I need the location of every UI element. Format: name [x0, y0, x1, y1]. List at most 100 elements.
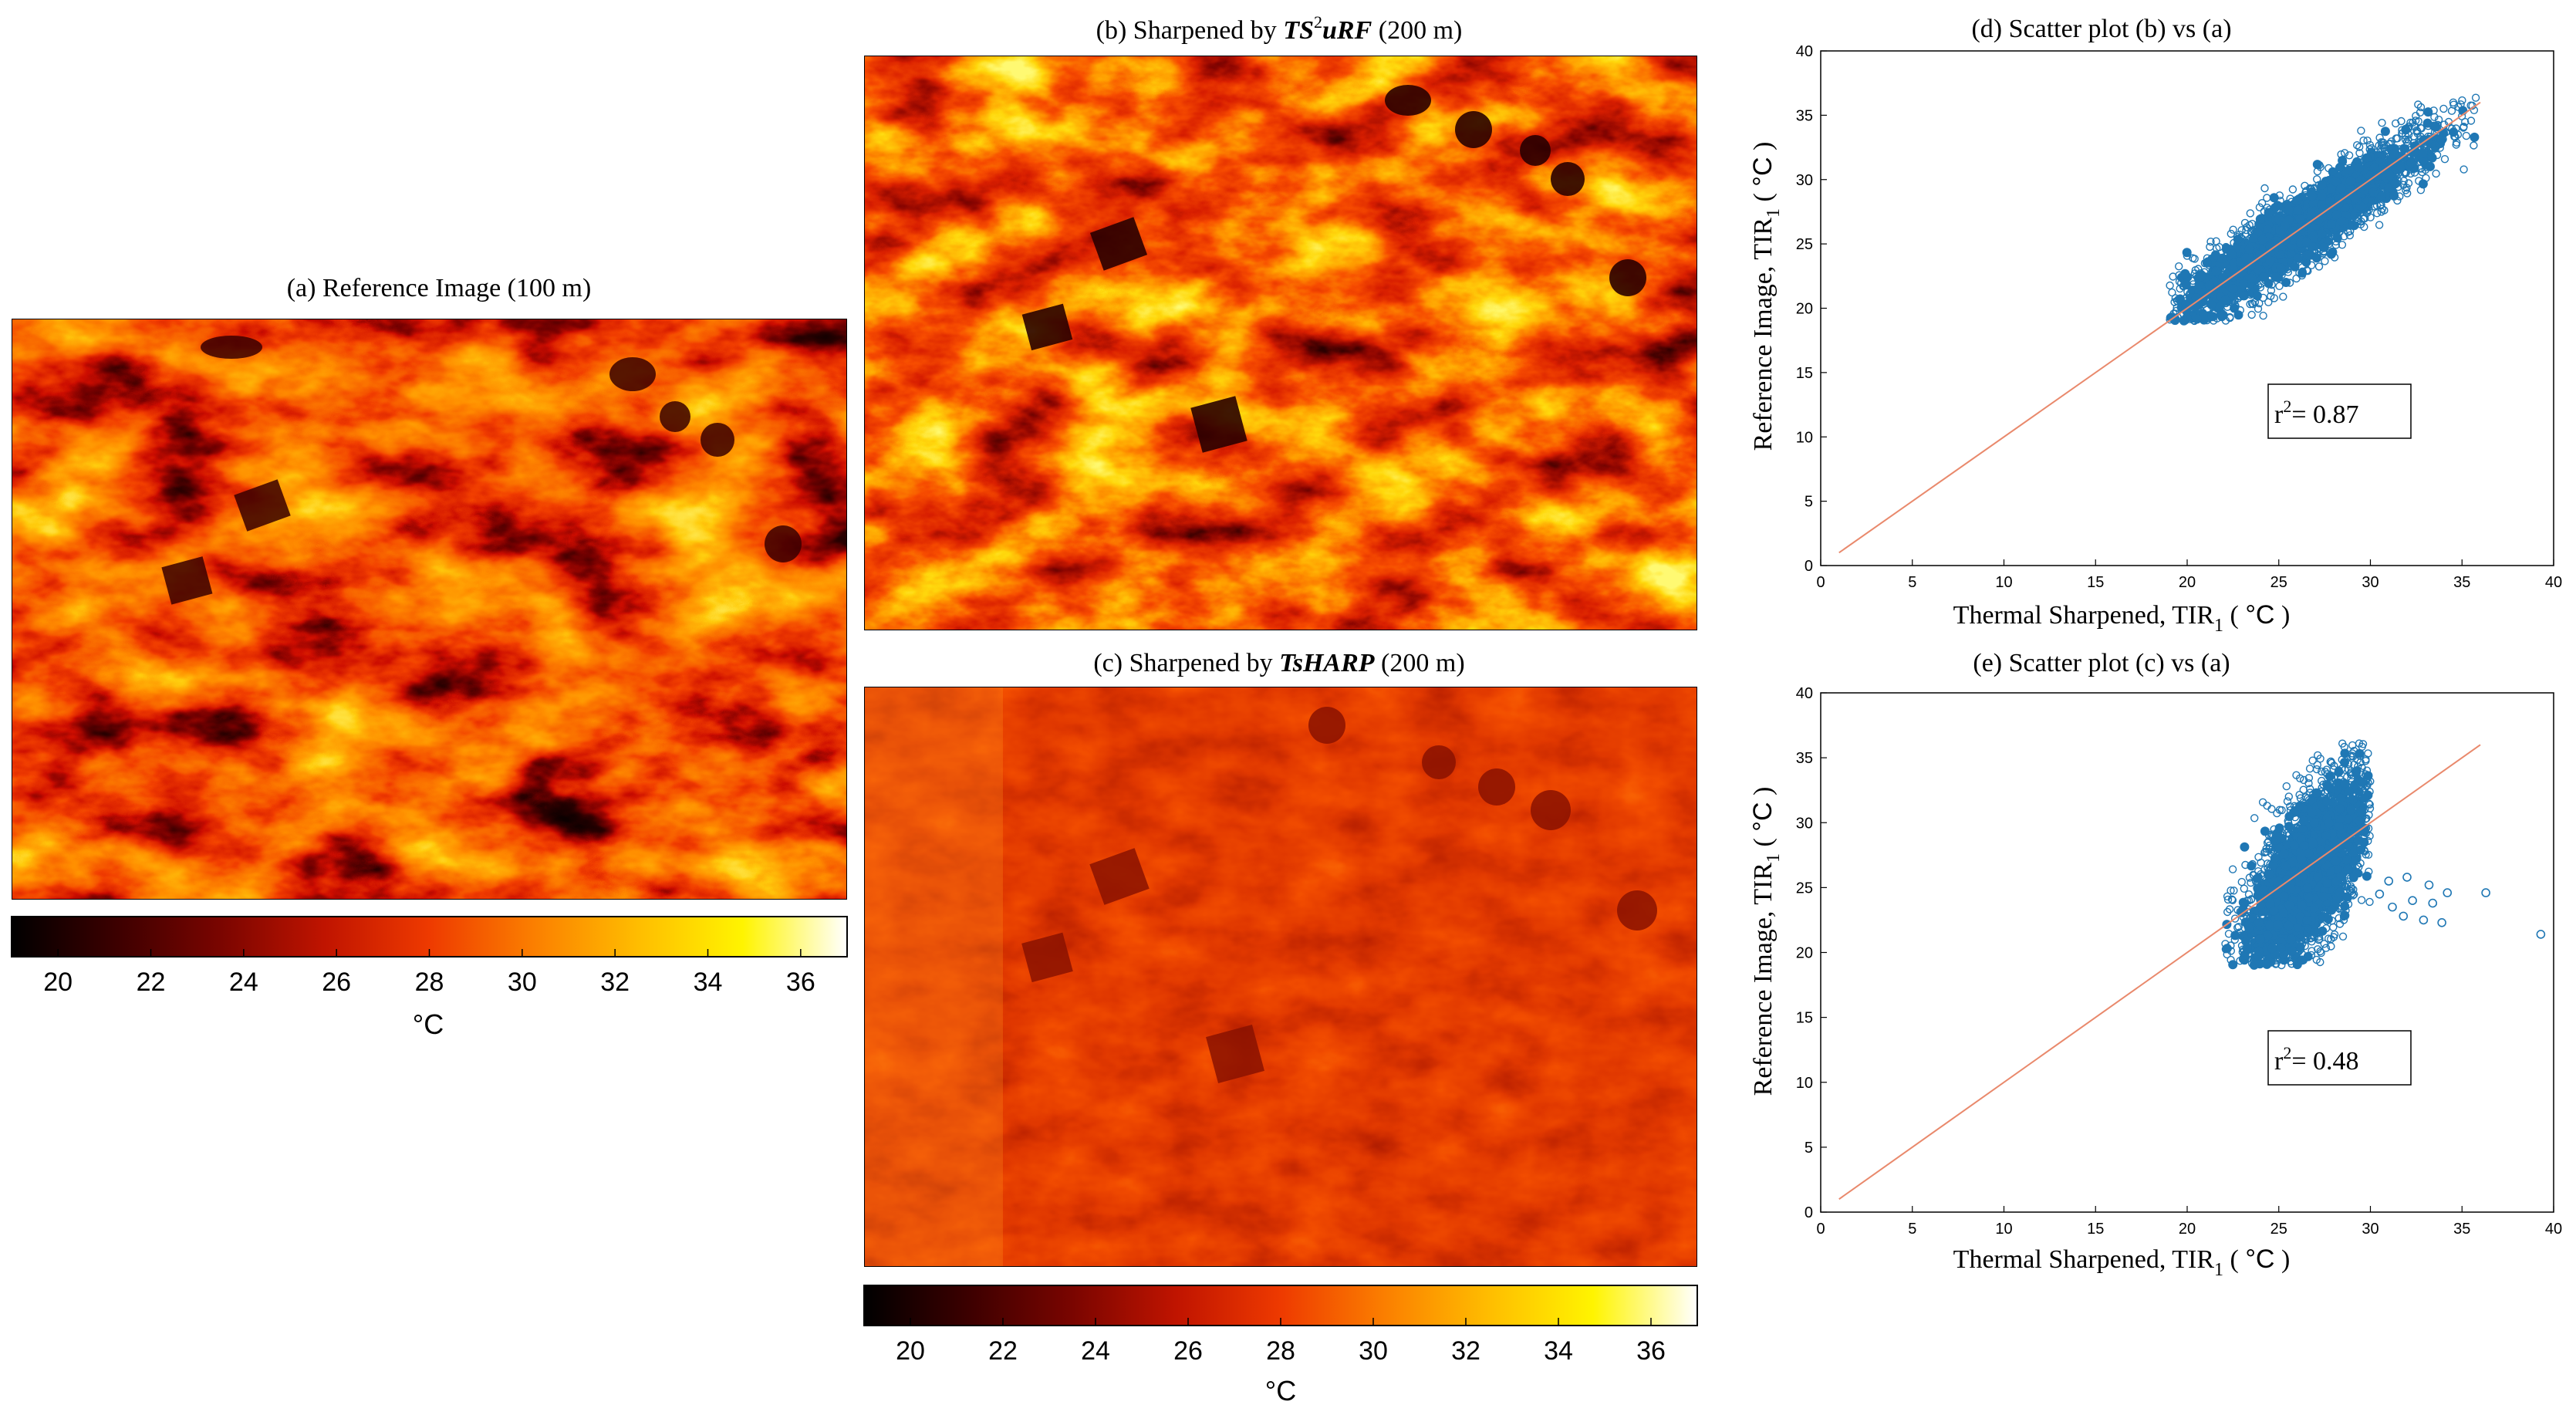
scatter-d-ytick-label: 40	[1796, 43, 1813, 60]
scatter-d-point	[2359, 214, 2368, 223]
scatter-d-point	[2242, 225, 2250, 235]
scatter-d-ytick-label: 25	[1796, 236, 1813, 253]
scatter-d-point	[2288, 185, 2297, 194]
scatter-d-point-core	[2317, 229, 2327, 238]
scatter-d-point-core	[2335, 194, 2345, 204]
scatter-e-point	[2228, 896, 2237, 905]
scatter-e-ytick-label: 40	[1796, 685, 1813, 702]
scatter-e-point	[2326, 758, 2335, 766]
scatter-d-point-core	[2270, 203, 2280, 213]
scatter-d-point-core	[2202, 258, 2212, 268]
scatter-d-ytick-label: 15	[1796, 365, 1813, 382]
scatter-d-point	[2247, 310, 2256, 319]
scatter-d-fit-line	[1838, 101, 2481, 554]
scatter-d-point-core	[2284, 204, 2294, 214]
scatter-d-point-core	[2449, 127, 2459, 137]
scatter-e-point	[2344, 765, 2353, 774]
scatter-d-xtick-label: 20	[2179, 574, 2196, 591]
scatter-plot-d: (d) Scatter plot (b) vs (a) 0 5 10 15 20 25 30…	[1748, 15, 2562, 636]
scatter-d-point-core	[2181, 280, 2191, 290]
scatter-d-point	[2259, 312, 2267, 320]
scatter-e-point	[2327, 942, 2335, 951]
scatter-d-point	[2169, 272, 2177, 281]
scatter-d-point	[2275, 282, 2284, 290]
scatter-d-point-core	[2263, 225, 2273, 235]
colorbar-a-tick-label: 22	[137, 968, 166, 997]
scatter-e-point	[2227, 886, 2235, 895]
scatter-e-point	[2234, 922, 2243, 931]
scatter-d-point-core	[2252, 291, 2262, 301]
scatter-e-point	[2230, 914, 2240, 923]
scatter-d-point	[2462, 131, 2471, 140]
scatter-d-point	[2340, 149, 2349, 157]
scatter-d-title: (d) Scatter plot (b) vs (a)	[1971, 15, 2231, 43]
scatter-e-point	[2282, 782, 2291, 791]
colorbar-c-tick-label: 30	[1359, 1336, 1388, 1366]
scatter-d-point-core	[2399, 144, 2409, 154]
scatter-e-point	[2283, 797, 2292, 806]
colorbar-c-tick-label: 36	[1636, 1336, 1666, 1366]
panel-b-title: (b) Sharpened by TS2uRF (200 m)	[1096, 12, 1463, 45]
scatter-e-point	[2304, 774, 2314, 782]
scatter-d-point	[2466, 117, 2476, 125]
scatter-d-point-core	[2355, 163, 2364, 173]
scatter-e-point	[2329, 923, 2338, 932]
scatter-d-point	[2402, 186, 2410, 194]
scatter-d-point	[2357, 217, 2365, 226]
scatter-e-ytick-label: 30	[1796, 815, 1813, 832]
scatter-d-point	[2312, 175, 2321, 184]
scatter-d-r2-box: r2= 0.87	[2267, 383, 2412, 439]
panel-a-title: (a) Reference Image (100 m)	[287, 274, 592, 302]
scatter-e-xtick-label: 20	[2179, 1221, 2196, 1238]
colorbar-c-tick-label: 28	[1266, 1336, 1295, 1366]
scatter-d-ytick-label: 35	[1796, 107, 1813, 124]
scatter-d-point-core	[2192, 314, 2202, 324]
colorbar-a-tick-label: 28	[415, 968, 444, 997]
colorbar-c-unit: °C	[1265, 1375, 1296, 1405]
scatter-d-point-core	[2350, 194, 2360, 204]
scatter-d-point-core	[2319, 242, 2329, 252]
scatter-e-point	[2329, 933, 2338, 941]
scatter-d-point-core	[2237, 268, 2247, 278]
colorbar-c: 20 22 24 26 28 30 32 34 36 °C	[863, 1285, 1698, 1405]
scatter-d-point-core	[2180, 269, 2190, 279]
scatter-d-point-core	[2406, 158, 2416, 168]
scatter-d-xtick-label: 25	[2270, 574, 2287, 591]
scatter-d-point	[2338, 241, 2347, 249]
scatter-d-point-core	[2332, 233, 2342, 243]
scatter-e-point	[2295, 790, 2304, 799]
tsharp-dark-fields	[1021, 707, 1657, 1083]
scatter-d-point-core	[2389, 191, 2399, 201]
scatter-d-point-core	[2396, 161, 2406, 171]
scatter-d-point-core	[2239, 279, 2248, 289]
scatter-e-point	[2304, 779, 2313, 788]
scatter-e-point	[2315, 934, 2324, 944]
scatter-d-point	[2399, 181, 2408, 189]
scatter-d-point	[2174, 262, 2183, 271]
scatter-d-point-core	[2369, 163, 2379, 173]
scatter-d-point	[2377, 208, 2385, 216]
scatter-d-point-core	[2179, 316, 2189, 326]
scatter-d-point-core	[2182, 248, 2192, 258]
scatter-e-point	[2275, 806, 2284, 814]
scatter-d-point-core	[2419, 135, 2429, 145]
scatter-d-point-core	[2376, 191, 2386, 201]
scatter-d-point	[2321, 257, 2329, 265]
scatter-d-point	[2363, 136, 2372, 145]
scatter-e-point	[2338, 932, 2348, 941]
scatter-d-point-core	[2301, 237, 2311, 247]
scatter-d-point	[2391, 119, 2400, 128]
scatter-e-point	[2247, 878, 2255, 887]
heatmap-ts2urf	[864, 56, 1697, 630]
scatter-e-point	[2263, 802, 2271, 810]
scatter-e-xtick-label: 10	[1995, 1221, 2012, 1238]
scatter-d-xtick-label: 10	[1995, 574, 2012, 591]
scatter-d-point	[2227, 229, 2236, 238]
scatter-d-ytick-label: 5	[1805, 494, 1813, 511]
scatter-d-point-core	[2265, 255, 2275, 265]
scatter-d-point-core	[2249, 233, 2259, 243]
scatter-e-point	[2225, 905, 2234, 914]
scatter-e-point	[2314, 935, 2323, 944]
scatter-d-point-core	[2281, 278, 2291, 287]
heatmap-tsharp	[864, 687, 1697, 1267]
